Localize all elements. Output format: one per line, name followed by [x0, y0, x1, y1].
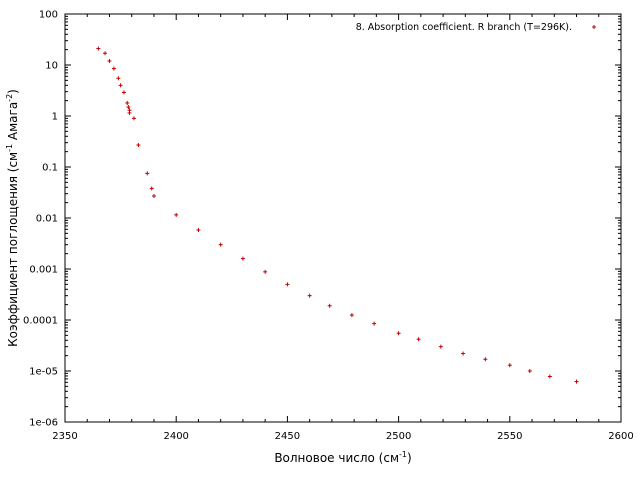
data-point [96, 46, 101, 51]
data-point [136, 143, 141, 148]
data-point [527, 369, 532, 373]
y-tick-label: 0.01 [36, 214, 58, 225]
legend-label: 8. Absorption coefficient. R branch (T=2… [356, 22, 572, 33]
data-point [174, 212, 179, 217]
y-axis-title-text: Коэффициент поглощения (см [6, 152, 20, 347]
y-axis-title-sup2: -2 [5, 94, 14, 102]
data-point [416, 337, 421, 342]
data-point [483, 357, 488, 362]
data-point [574, 379, 579, 384]
y-tick-label: 1e-06 [29, 418, 58, 429]
data-point [116, 76, 121, 81]
data-point [438, 344, 443, 349]
y-tick-labels: 1e-06 1e-05 0.0001 0.001 0.01 0.1 1 10 100 [23, 10, 58, 429]
data-points [96, 46, 579, 384]
data-point [103, 51, 108, 56]
legend-marker [592, 25, 596, 29]
data-point [196, 228, 201, 233]
y-axis-title-mid: Амага [6, 102, 20, 144]
data-point [396, 331, 401, 336]
data-point [218, 242, 223, 247]
data-point [461, 351, 466, 356]
y-tick-label: 0.0001 [23, 316, 58, 327]
data-point [349, 313, 354, 318]
axes [64, 13, 622, 423]
data-point [107, 58, 112, 63]
data-point [507, 363, 512, 368]
y-tick-label: 1 [52, 112, 58, 123]
y-tick-label: 100 [39, 10, 58, 21]
data-point [118, 83, 123, 88]
y-tick-label: 0.001 [29, 265, 58, 276]
x-axis-title-sup: -1 [399, 450, 407, 459]
x-tick-label: 2500 [386, 431, 411, 442]
y-axis-title-tail: ) [6, 89, 20, 94]
x-tick-label: 2600 [608, 431, 633, 442]
x-tick-labels: 2350 2400 2450 2500 2550 2600 [52, 431, 633, 442]
y-axis-title-sup1: -1 [5, 144, 14, 152]
x-axis-title-tail: ) [407, 451, 412, 465]
plot-frame [64, 13, 622, 423]
y-tick-label: 1e-05 [29, 367, 58, 378]
x-tick-label: 2550 [497, 431, 522, 442]
data-point [372, 321, 377, 326]
legend: 8. Absorption coefficient. R branch (T=2… [356, 22, 596, 33]
x-tick-label: 2350 [52, 431, 77, 442]
tick-marks [64, 13, 622, 423]
data-point [307, 293, 312, 298]
data-point [285, 282, 290, 287]
y-axis-title: Коэффициент поглощения (см-1 Амага-2) [5, 89, 20, 347]
data-point [121, 90, 126, 95]
data-point [327, 303, 332, 308]
data-point [145, 171, 150, 176]
data-point [111, 66, 116, 71]
data-point [151, 194, 156, 199]
data-point [263, 269, 268, 274]
x-tick-label: 2400 [163, 431, 188, 442]
x-tick-label: 2450 [275, 431, 300, 442]
x-axis-title: Волновое число (см-1) [274, 450, 411, 465]
y-tick-label: 10 [45, 61, 58, 72]
data-point [547, 374, 552, 379]
data-point [126, 105, 131, 110]
data-point [127, 110, 132, 115]
data-point [149, 186, 154, 191]
data-point [240, 256, 245, 261]
y-tick-label: 0.1 [42, 163, 58, 174]
x-axis-title-text: Волновое число (см [274, 451, 399, 465]
data-point [131, 116, 136, 121]
data-point [125, 100, 130, 105]
